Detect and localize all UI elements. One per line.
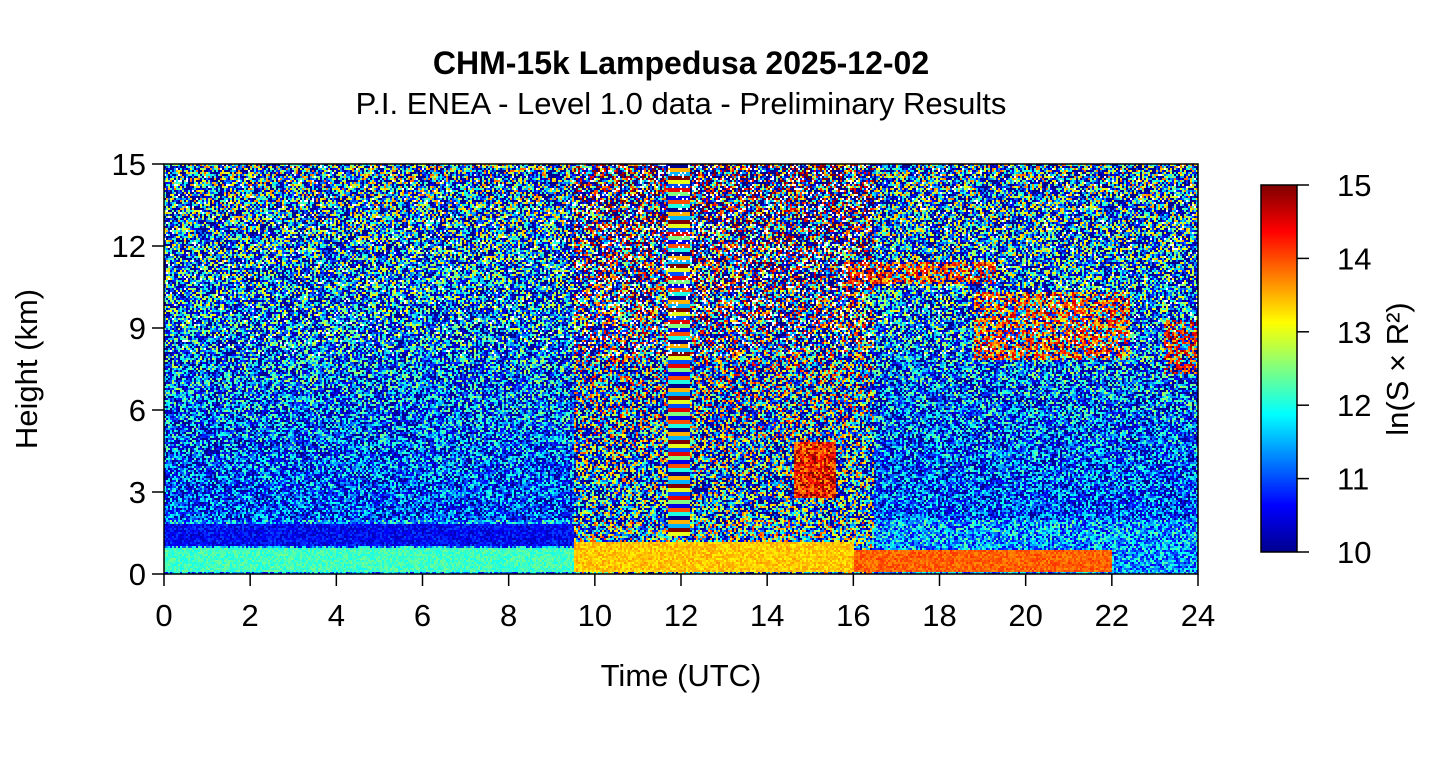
y-tick-label: 15 [112,147,146,182]
x-tick-label: 2 [242,598,259,633]
colorbar-tick-label: 12 [1337,388,1371,423]
chart-subtitle: P.I. ENEA - Level 1.0 data - Preliminary… [355,86,1007,121]
x-axis-label: Time (UTC) [601,658,762,693]
colorbar [1261,185,1297,552]
x-tick-label: 4 [328,598,345,633]
x-tick-label: 22 [1095,598,1129,633]
colorbar-axis: 10 11 12 13 14 15 [1297,168,1371,570]
backscatter-heatmap [164,164,1198,574]
y-tick-label: 9 [129,311,146,346]
x-tick-label: 24 [1181,598,1215,633]
colorbar-tick-label: 14 [1337,241,1371,276]
x-tick-label: 0 [155,598,172,633]
x-tick-label: 12 [664,598,698,633]
x-tick-label: 18 [922,598,956,633]
x-tick-label: 16 [836,598,870,633]
colorbar-frame [1260,184,1298,553]
y-tick-label: 12 [112,229,146,264]
plot-frame [163,163,1199,575]
y-axis: 0 3 6 9 12 15 [112,147,164,592]
colorbar-tick-label: 11 [1337,462,1369,497]
x-axis: 0 2 4 6 8 10 12 14 16 18 20 22 24 [155,574,1215,633]
y-tick-label: 3 [129,475,146,510]
y-axis-label: Height (km) [9,289,44,449]
x-tick-label: 8 [500,598,517,633]
y-tick-label: 6 [129,393,146,428]
colorbar-tick-label: 15 [1337,168,1371,203]
x-tick-label: 10 [578,598,612,633]
colorbar-tick-label: 10 [1337,535,1371,570]
chart-title: CHM-15k Lampedusa 2025-12-02 [432,45,930,81]
x-tick-label: 20 [1008,598,1042,633]
y-tick-label: 0 [129,557,146,592]
x-tick-label: 6 [414,598,431,633]
colorbar-label: ln(S × R²) [1380,302,1415,436]
colorbar-tick-label: 13 [1337,315,1371,350]
x-tick-label: 14 [750,598,784,633]
